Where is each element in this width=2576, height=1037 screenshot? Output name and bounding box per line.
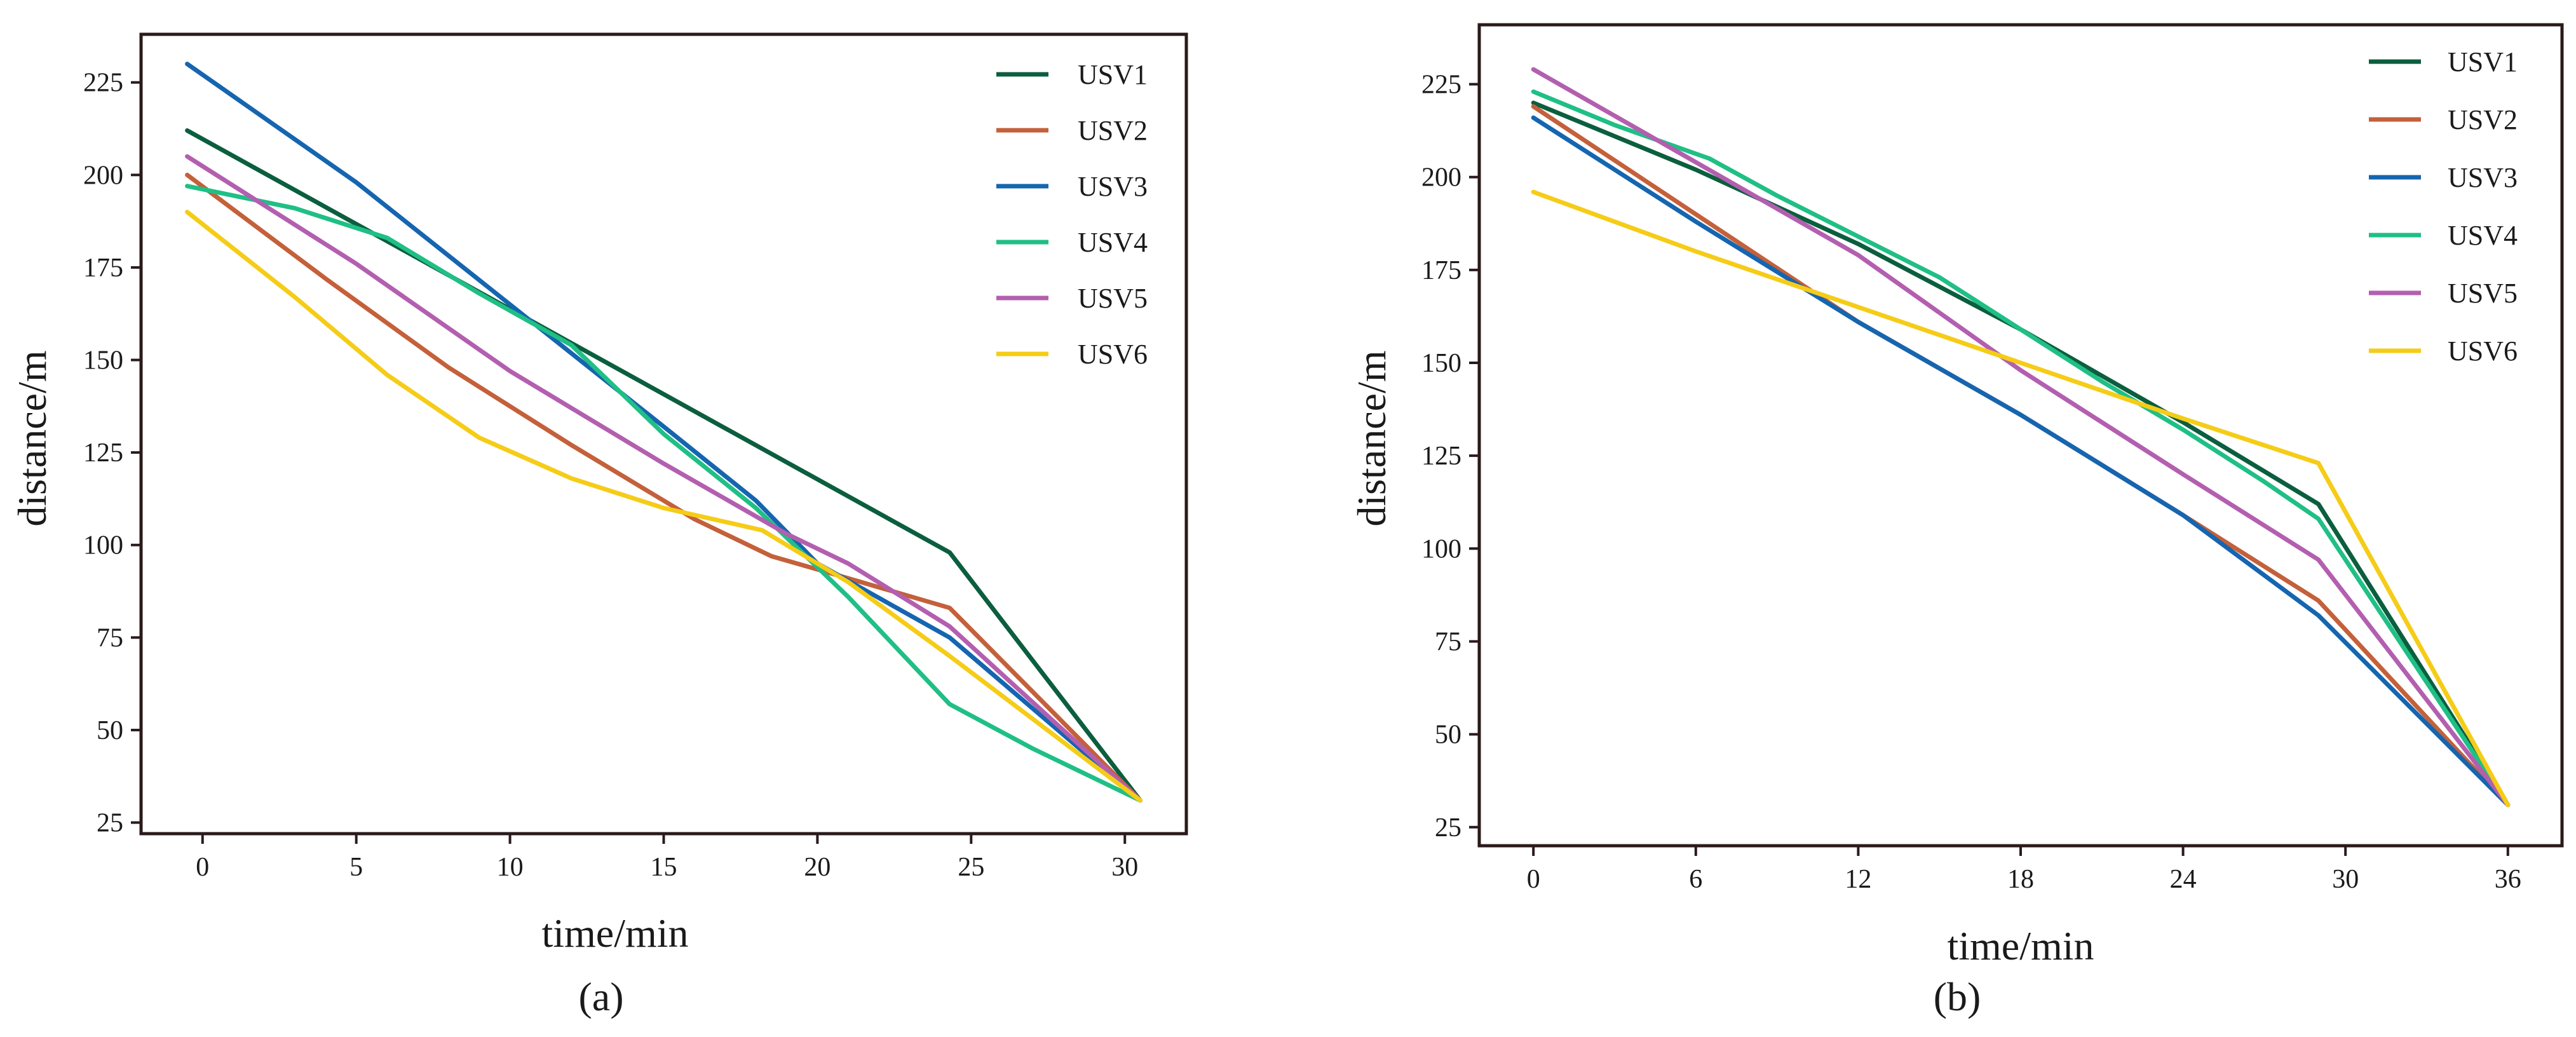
panel-a-legend-label-usv4: USV4: [1078, 227, 1148, 258]
panel-a-y-tick-label: 150: [83, 346, 123, 376]
panel-a-legend-label-usv2: USV2: [1078, 115, 1148, 146]
panel-a-y-tick-label: 125: [83, 438, 123, 468]
panel-b-y-axis-title: distance/m: [1349, 350, 1394, 526]
panel-b-x-tick-label: 0: [1527, 865, 1540, 894]
panel-b-x-tick-label: 36: [2495, 865, 2521, 894]
panel-a-x-tick-label: 25: [958, 853, 984, 882]
panel-b-y-tick-label: 25: [1435, 813, 1461, 843]
panel-b-legend-label-usv6: USV6: [2448, 336, 2518, 367]
panel-b-x-tick-label: 24: [2170, 865, 2197, 894]
panel-a-legend-label-usv5: USV5: [1078, 283, 1148, 314]
panel-b-x-tick-label: 12: [1845, 865, 1871, 894]
panel-a-legend-label-usv1: USV1: [1078, 59, 1148, 90]
panel-b-legend-label-usv5: USV5: [2448, 278, 2518, 309]
panel-b-y-tick-label: 200: [1421, 163, 1461, 193]
panel-b-series-usv6: [1531, 189, 2511, 808]
panel-a-series-usv3: [185, 62, 1142, 803]
panel-a-series-lines: [185, 62, 1142, 803]
panel-b-legend: USV1 USV2 USV3 USV4 USV5 USV6: [2369, 46, 2518, 367]
panel-a-x-tick-label: 5: [349, 853, 363, 882]
panel-a-x-tick-label: 15: [651, 853, 677, 882]
panel-a-legend-label-usv3: USV3: [1078, 171, 1148, 202]
panel-b-y-tick-label: 75: [1435, 627, 1461, 656]
panel-a-x-axis-title: time/min: [541, 911, 688, 956]
panel-b-y-tick-label: 150: [1421, 349, 1461, 378]
panel-b-label: (b): [1934, 974, 1981, 1019]
panel-a-label: (a): [578, 974, 623, 1019]
panel-b-chart: 0 6 12 18 24 30 36 25 50 75 100 125 150 175 200 225 USV…: [1349, 23, 2564, 1019]
panel-b-y-tick-label: 175: [1421, 256, 1461, 285]
panel-a-chart: 0 5 10 15 20 25 30 25 50 75 100 125 150 175 200 225 USV…: [10, 32, 1188, 1019]
panel-b-y-tick-label: 100: [1421, 534, 1461, 564]
panel-b-ticks: 0 6 12 18 24 30 36 25 50 75 100 125 150 175 200 225: [1421, 71, 2521, 894]
panel-b-y-tick-label: 125: [1421, 442, 1461, 471]
panel-a-legend-label-usv6: USV6: [1078, 339, 1148, 370]
panel-a-y-tick-label: 175: [83, 254, 123, 283]
panel-b-y-tick-label: 50: [1435, 721, 1461, 750]
panel-a-y-tick-label: 100: [83, 531, 123, 560]
panel-b-series-usv1: [1531, 100, 2511, 808]
panel-b-series-lines: [1531, 67, 2511, 808]
panel-a-x-tick-label: 20: [804, 853, 830, 882]
panel-a-series-usv6: [185, 210, 1142, 803]
panel-b-series-usv4: [1531, 89, 2511, 808]
panel-b-legend-label-usv3: USV3: [2448, 162, 2518, 193]
panel-a-y-tick-label: 200: [83, 161, 123, 190]
panel-b-x-tick-label: 18: [2007, 865, 2034, 894]
panel-a-series-usv2: [185, 172, 1142, 803]
panel-b-series-usv5: [1531, 67, 2511, 808]
panel-a-x-tick-label: 0: [196, 853, 209, 882]
panel-b-y-tick-label: 225: [1421, 71, 1461, 100]
panel-a-y-tick-label: 25: [97, 809, 123, 838]
panel-a-ticks: 0 5 10 15 20 25 30 25 50 75 100 125 150 175 200 225: [83, 69, 1138, 882]
panel-b-x-tick-label: 30: [2332, 865, 2359, 894]
panel-a-legend: USV1 USV2 USV3 USV4 USV5 USV6: [996, 59, 1148, 370]
panel-b-x-axis-title: time/min: [1947, 923, 2094, 968]
panel-b-legend-label-usv4: USV4: [2448, 220, 2518, 251]
panel-a-y-tick-label: 50: [97, 716, 123, 745]
panel-a-y-tick-label: 75: [97, 623, 123, 653]
panel-a-x-tick-label: 30: [1111, 853, 1138, 882]
panel-b-x-tick-label: 6: [1689, 865, 1702, 894]
panel-b-series-usv3: [1531, 115, 2511, 808]
panel-a-series-usv5: [185, 154, 1142, 803]
panel-b-legend-label-usv2: USV2: [2448, 104, 2518, 135]
panel-a-y-tick-label: 225: [83, 69, 123, 98]
panel-a-series-usv4: [185, 184, 1142, 803]
panel-a-x-tick-label: 10: [497, 853, 524, 882]
panel-a-y-axis-title: distance/m: [10, 350, 55, 526]
panel-b-legend-label-usv1: USV1: [2448, 46, 2518, 78]
